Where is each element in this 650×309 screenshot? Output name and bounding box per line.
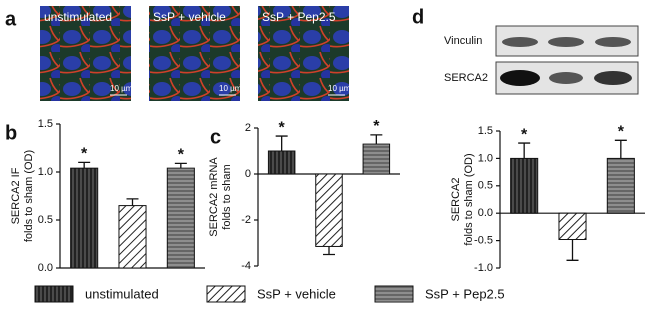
panel-letter: d bbox=[412, 6, 424, 28]
y-tick-label: 0.5 bbox=[38, 214, 53, 226]
legend-swatch bbox=[374, 285, 414, 303]
y-tick-label: 0 bbox=[245, 168, 251, 180]
band bbox=[500, 70, 540, 86]
blot-label: SERCA2 bbox=[444, 72, 488, 84]
y-tick-label: 0.0 bbox=[478, 207, 493, 219]
band bbox=[548, 37, 584, 47]
y-axis-label: folds to sham (OD) bbox=[463, 153, 475, 245]
micrograph bbox=[149, 6, 240, 101]
band bbox=[502, 37, 538, 47]
micrograph bbox=[40, 6, 131, 101]
y-tick-label: 1.5 bbox=[38, 118, 53, 130]
y-axis-label: folds to sham bbox=[221, 164, 233, 229]
western-blot: Vinculin SERCA2 bbox=[444, 25, 639, 95]
scale-label: 10 µm bbox=[219, 84, 242, 93]
band bbox=[594, 71, 632, 85]
error-bar bbox=[323, 246, 335, 256]
error-bar bbox=[174, 162, 187, 169]
y-tick-label: 0.0 bbox=[38, 262, 53, 274]
y-tick-label: 1.0 bbox=[478, 152, 493, 164]
significance: * bbox=[178, 147, 185, 164]
image-label: SsP + Pep2.5 bbox=[262, 10, 336, 24]
y-tick-label: 2 bbox=[245, 122, 251, 134]
significance: * bbox=[618, 124, 625, 141]
micrographs: unstimulated SsP + vehicle SsP + Pep2.5 … bbox=[40, 6, 351, 101]
y-tick-label: -4 bbox=[241, 260, 251, 272]
band bbox=[595, 37, 631, 47]
significance: * bbox=[81, 146, 88, 163]
image-label: unstimulated bbox=[44, 10, 112, 24]
bar bbox=[70, 167, 99, 269]
error-bar bbox=[614, 139, 627, 159]
significance: * bbox=[521, 126, 528, 143]
y-axis-label: folds to sham (OD) bbox=[23, 150, 35, 242]
y-tick-label: -1.0 bbox=[474, 262, 493, 274]
legend-label: unstimulated bbox=[85, 286, 159, 301]
bar bbox=[362, 143, 391, 175]
legend-label: SsP + vehicle bbox=[257, 286, 336, 301]
y-tick-label: 0.5 bbox=[478, 180, 493, 192]
bar bbox=[315, 173, 343, 247]
y-tick-label: 1.5 bbox=[478, 125, 493, 137]
significance: * bbox=[373, 118, 380, 135]
bar bbox=[118, 205, 147, 269]
image-label: SsP + vehicle bbox=[153, 10, 226, 24]
scale-label: 10 µm bbox=[328, 84, 351, 93]
error-bar bbox=[126, 198, 139, 206]
error-bar bbox=[370, 134, 383, 145]
y-axis-label: SERCA2 bbox=[450, 177, 462, 221]
scale-label: 10 µm bbox=[110, 84, 133, 93]
error-bar bbox=[518, 142, 531, 159]
error-bar bbox=[78, 161, 91, 169]
significance: * bbox=[279, 119, 286, 136]
y-axis-label: SERCA2 mRNA bbox=[208, 157, 220, 237]
legend-swatch bbox=[34, 285, 74, 303]
legend-label: SsP + Pep2.5 bbox=[425, 286, 505, 301]
y-tick-label: -0.5 bbox=[474, 235, 493, 247]
legend-swatch bbox=[206, 285, 246, 303]
bar bbox=[510, 157, 539, 214]
bar bbox=[606, 157, 635, 214]
bar bbox=[267, 150, 296, 175]
panel-letter: b bbox=[5, 122, 17, 144]
error-bar bbox=[566, 239, 579, 261]
bar bbox=[558, 212, 587, 241]
blot-label: Vinculin bbox=[444, 35, 482, 47]
panel-letter: a bbox=[5, 8, 17, 30]
y-axis-label: SERCA2 IF bbox=[10, 167, 22, 224]
bar bbox=[166, 167, 195, 269]
error-bar bbox=[275, 135, 288, 151]
y-tick-label: -2 bbox=[241, 214, 251, 226]
y-tick-label: 1.0 bbox=[38, 166, 53, 178]
micrograph bbox=[258, 6, 349, 101]
band bbox=[549, 72, 583, 84]
panel-letter: c bbox=[210, 126, 221, 148]
